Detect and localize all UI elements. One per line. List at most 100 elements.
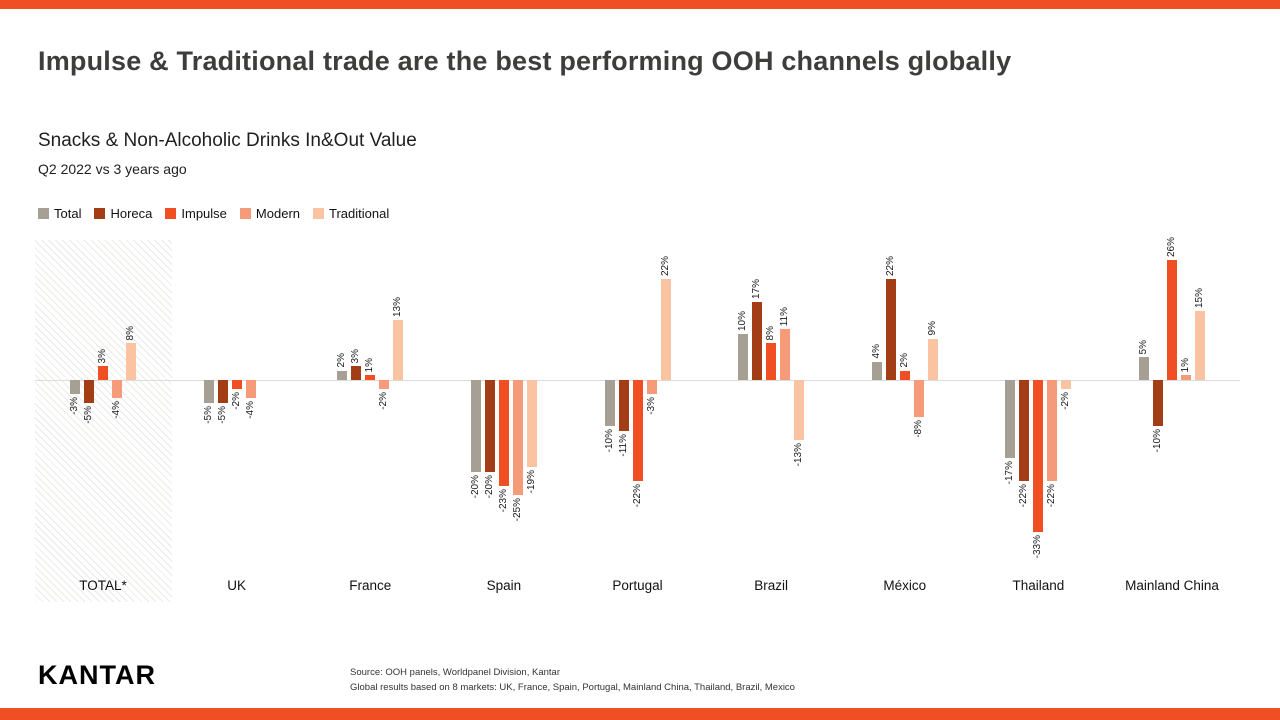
bar-traditional-brazil (794, 380, 805, 440)
bar-total-portugal (604, 380, 615, 426)
bar-value-label: 17% (751, 278, 763, 299)
bar-value-label: 26% (1166, 237, 1177, 258)
bar-total-spain (470, 380, 481, 472)
bar-value-label: 1% (1180, 357, 1191, 373)
bar-value-label: 2% (336, 353, 348, 368)
bar-value-label: -23% (497, 488, 509, 513)
legend-swatch-traditional (313, 208, 324, 219)
bar-value-label: -17% (1004, 461, 1016, 485)
bar-value-label: -3% (645, 396, 657, 415)
bar-value-label: -13% (793, 442, 805, 467)
bar-value-label: -10% (603, 429, 615, 453)
bar-impulse-m-xico (899, 370, 910, 380)
bar-impulse-thailand (1033, 380, 1044, 532)
bar-horeca-m-xico (885, 278, 896, 380)
bar-traditional-thailand (1061, 380, 1072, 390)
bar-total-m-xico (871, 361, 882, 380)
chart-subtitle: Q2 2022 vs 3 years ago (38, 161, 187, 177)
bar-value-label: -5% (216, 406, 228, 424)
bar-value-label: 13% (392, 297, 404, 318)
bar-modern-m-xico (913, 380, 924, 417)
bar-traditional-portugal (660, 278, 671, 380)
bar-value-label: 4% (870, 344, 882, 359)
bar-value-label: 22% (884, 255, 896, 276)
bar-impulse-mainland-china (1167, 260, 1177, 380)
bar-value-label: -22% (1046, 484, 1058, 508)
bar-value-label: -5% (83, 406, 94, 424)
bar-modern-mainland-china (1181, 375, 1191, 380)
bar-value-label: -4% (244, 401, 256, 420)
bar-value-label: 22% (659, 255, 671, 276)
legend-item-horeca: Horeca (94, 206, 152, 221)
bar-horeca-thailand (1019, 380, 1030, 482)
bar-chart: TOTAL* -3% -5% 3% -4% 8% UK -5% -5% -2% -4% France 2… (35, 237, 1240, 640)
legend-item-traditional: Traditional (313, 206, 389, 221)
bar-value-label: -2% (230, 392, 242, 410)
bar-value-label: 9% (926, 321, 938, 336)
legend-swatch-total (38, 208, 49, 219)
bar-value-label: 15% (1194, 287, 1205, 308)
bar-total-uk (203, 380, 214, 403)
bar-value-label: 8% (765, 325, 777, 341)
bar-value-label: 5% (1138, 339, 1149, 354)
bar-value-label: 2% (898, 353, 910, 368)
legend-label: Modern (255, 206, 300, 221)
legend-item-total: Total (38, 206, 81, 221)
legend-item-modern: Modern (239, 206, 300, 221)
bar-modern-france (379, 380, 390, 390)
bar-value-label: -3% (69, 396, 80, 415)
bar-horeca-mainland-china (1153, 380, 1163, 426)
bar-traditional-france (393, 320, 404, 380)
category-label-uk: UK (227, 578, 246, 593)
chart-title: Snacks & Non-Alcoholic Drinks In&Out Val… (38, 130, 417, 151)
bar-value-label: 11% (779, 307, 791, 327)
bar-value-label: 3% (97, 348, 108, 364)
bar-impulse-portugal (632, 380, 643, 482)
category-label-total: TOTAL* (79, 578, 127, 593)
source-note: Source: OOH panels, Worldpanel Division,… (350, 666, 795, 695)
bar-value-label: -20% (483, 475, 495, 499)
bar-impulse-france (365, 375, 376, 380)
bar-traditional-total (126, 343, 136, 380)
bar-value-label: -19% (525, 470, 537, 494)
bar-total-mainland-china (1139, 357, 1149, 380)
bar-value-label: 3% (350, 348, 362, 364)
bar-value-label: -22% (631, 484, 643, 508)
bar-modern-portugal (646, 380, 657, 394)
bar-modern-uk (245, 380, 256, 399)
bar-value-label: -25% (511, 498, 523, 522)
total-highlight-region (35, 240, 172, 602)
category-label-france: France (349, 578, 392, 593)
bar-value-label: 8% (125, 325, 136, 341)
bar-impulse-brazil (766, 343, 777, 380)
bar-horeca-uk (217, 380, 228, 403)
top-accent-bar (0, 0, 1280, 9)
bar-horeca-portugal (618, 380, 629, 431)
category-label-m-xico: México (883, 578, 927, 593)
category-label-spain: Spain (486, 578, 522, 593)
bar-total-brazil (738, 334, 749, 380)
bar-horeca-total (84, 380, 94, 403)
legend-label: Impulse (181, 206, 227, 221)
bar-modern-total (112, 380, 122, 399)
bottom-accent-bar (0, 708, 1280, 720)
legend-label: Horeca (110, 206, 153, 221)
bar-traditional-spain (526, 380, 537, 468)
legend-item-impulse: Impulse (165, 206, 227, 221)
bar-value-label: 10% (737, 310, 749, 331)
bar-modern-spain (512, 380, 523, 495)
category-label-mainland-china: Mainland China (1125, 578, 1219, 593)
bar-total-total (70, 380, 80, 394)
legend-swatch-horeca (94, 208, 106, 219)
bar-traditional-mainland-china (1195, 311, 1205, 380)
bar-modern-brazil (780, 329, 791, 380)
bar-value-label: -8% (912, 419, 924, 438)
bar-traditional-m-xico (927, 338, 938, 380)
bar-value-label: -11% (617, 433, 629, 457)
bar-value-label: 1% (364, 357, 376, 373)
page-title: Impulse & Traditional trade are the best… (38, 46, 1012, 76)
category-label-brazil: Brazil (754, 578, 788, 593)
legend-swatch-impulse (165, 208, 177, 219)
source-line-1: Source: OOH panels, Worldpanel Division,… (350, 667, 560, 678)
